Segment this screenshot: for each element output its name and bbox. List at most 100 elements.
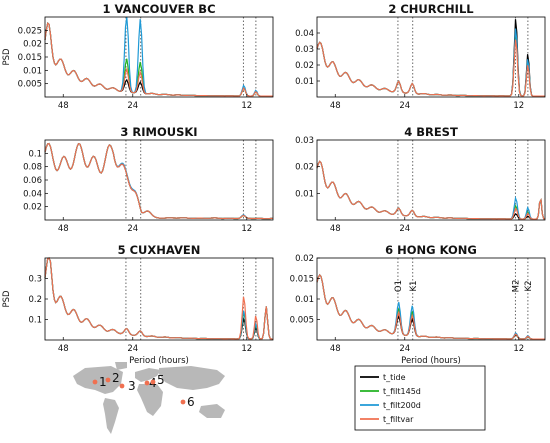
landmass-greenland xyxy=(115,362,127,370)
plot-frame xyxy=(316,16,546,98)
constituent-label: K2 xyxy=(524,281,534,292)
x-tick-label: 12 xyxy=(241,224,252,234)
landmass-south-america xyxy=(103,398,119,434)
panel-title: 3 RIMOUSKI xyxy=(120,125,197,139)
x-tick-label: 24 xyxy=(127,344,138,354)
legend-entry: t_filt200d xyxy=(383,401,421,410)
x-tick-label: 48 xyxy=(330,224,341,234)
panel-title: 4 BREST xyxy=(404,125,458,139)
panel-title: 5 CUXHAVEN xyxy=(118,243,201,257)
y-axis-label: PSD xyxy=(2,48,12,66)
series-t_tide xyxy=(44,142,274,220)
x-tick-label: 24 xyxy=(399,101,410,111)
y-tick-label: 0.02 xyxy=(295,61,314,71)
station-label: 5 xyxy=(157,373,165,387)
y-tick-label: 0.01 xyxy=(295,295,314,305)
constituent-label: K1 xyxy=(409,281,419,292)
y-tick-label: 0.04 xyxy=(23,189,42,199)
plot-frame xyxy=(44,139,274,221)
legend-entry: t_filtvar xyxy=(383,415,414,424)
y-tick-label: 0.01 xyxy=(295,189,314,199)
x-tick-label: 24 xyxy=(399,224,410,234)
series-t_filt200d xyxy=(44,257,273,340)
series-t_tide xyxy=(316,160,546,220)
y-tick-label: 0.03 xyxy=(295,136,314,146)
y-tick-label: 0.02 xyxy=(295,163,314,173)
series-t_filt145d xyxy=(316,160,546,220)
series-t_filtvar xyxy=(44,142,274,220)
x-tick-label: 48 xyxy=(58,344,69,354)
x-tick-label: 48 xyxy=(330,101,341,111)
station-marker xyxy=(150,379,156,385)
y-tick-label: 0.01 xyxy=(23,66,42,76)
y-tick-label: 0.06 xyxy=(23,176,42,186)
y-tick-label: 0.1 xyxy=(28,316,42,326)
y-tick-label: 0.02 xyxy=(23,203,42,213)
y-tick-label: 0.005 xyxy=(290,316,314,326)
panel-5: 5 CUXHAVEN 0.1 0.2 0.3 48 24 12 PSD Period (hour… xyxy=(2,243,274,366)
panel-4: 4 BREST 0.01 0.02 0.03 48 24 12 xyxy=(295,125,546,234)
legend: t_tide t_filt145d t_filt200d t_filtvar xyxy=(354,365,486,431)
world-map: 123456 xyxy=(73,362,225,434)
station-marker xyxy=(144,380,150,386)
series-t_filt145d xyxy=(44,257,273,340)
landmass-africa xyxy=(137,384,163,416)
x-tick-label: 48 xyxy=(58,101,69,111)
series-t_filt200d xyxy=(316,160,546,220)
panel-2: 2 CHURCHILL 0.01 0.02 0.03 0.04 48 24 12 xyxy=(295,2,546,111)
y-tick-label: 0.005 xyxy=(18,80,42,90)
y-tick-label: 0.01 xyxy=(295,77,314,87)
y-tick-label: 0.025 xyxy=(18,26,42,36)
series-t_filtvar xyxy=(316,39,545,97)
x-tick-label: 24 xyxy=(127,101,138,111)
series-t_filtvar xyxy=(44,22,273,97)
series-t_tide xyxy=(44,22,273,97)
landmass-north-america xyxy=(73,366,123,394)
panel-title: 1 VANCOUVER BC xyxy=(102,2,215,16)
panel-6: 6 HONG KONG 0.005 0.01 0.015 0.02 48 24 12 Perio… xyxy=(290,243,546,366)
series-t_filt200d xyxy=(44,16,273,97)
series-t_filtvar xyxy=(316,160,546,220)
legend-entry: t_filt145d xyxy=(383,387,421,396)
legend-entry: t_tide xyxy=(383,373,406,382)
station-label: 2 xyxy=(112,371,120,385)
series-t_filt145d xyxy=(44,142,274,220)
x-axis-label: Period (hours) xyxy=(129,356,189,366)
station-label: 3 xyxy=(128,379,136,393)
landmass-asia xyxy=(159,366,225,390)
station-marker xyxy=(105,377,111,383)
series-t_filt145d xyxy=(316,33,545,97)
plot-frame xyxy=(316,139,546,221)
panel-3: 3 RIMOUSKI 0.02 0.04 0.06 0.08 0.1 48 24 12 xyxy=(23,125,274,234)
y-tick-label: 0.08 xyxy=(23,163,42,173)
y-tick-label: 0.02 xyxy=(295,254,314,264)
station-label: 1 xyxy=(99,375,107,389)
series-t_tide xyxy=(44,257,273,340)
x-tick-label: 12 xyxy=(241,101,252,111)
y-tick-label: 0.3 xyxy=(28,275,42,285)
panel-title: 6 HONG KONG xyxy=(385,243,477,257)
series-t_filt200d xyxy=(316,28,545,97)
plot-frame xyxy=(44,16,274,98)
x-axis-label: Period (hours) xyxy=(401,356,461,366)
panel-1: 1 VANCOUVER BC 0.005 0.01 0.015 0.02 0.025 48 2… xyxy=(2,2,274,111)
constituent-label: M2 xyxy=(511,280,521,293)
landmass-australia xyxy=(199,404,225,418)
panel-title: 2 CHURCHILL xyxy=(388,2,474,16)
x-tick-label: 24 xyxy=(127,224,138,234)
x-tick-label: 48 xyxy=(330,344,341,354)
plot-frame xyxy=(44,257,274,341)
x-tick-label: 48 xyxy=(58,224,69,234)
x-tick-label: 12 xyxy=(513,101,524,111)
landmass-europe xyxy=(135,368,161,382)
y-tick-label: 0.04 xyxy=(295,29,314,39)
y-tick-label: 0.02 xyxy=(23,40,42,50)
series-t_filt200d xyxy=(44,142,274,220)
x-tick-label: 24 xyxy=(399,344,410,354)
station-marker xyxy=(92,379,98,385)
y-tick-label: 0.015 xyxy=(290,275,314,285)
constituent-label: O1 xyxy=(394,280,404,292)
series-t_tide xyxy=(316,19,545,97)
y-tick-label: 0.2 xyxy=(28,295,42,305)
